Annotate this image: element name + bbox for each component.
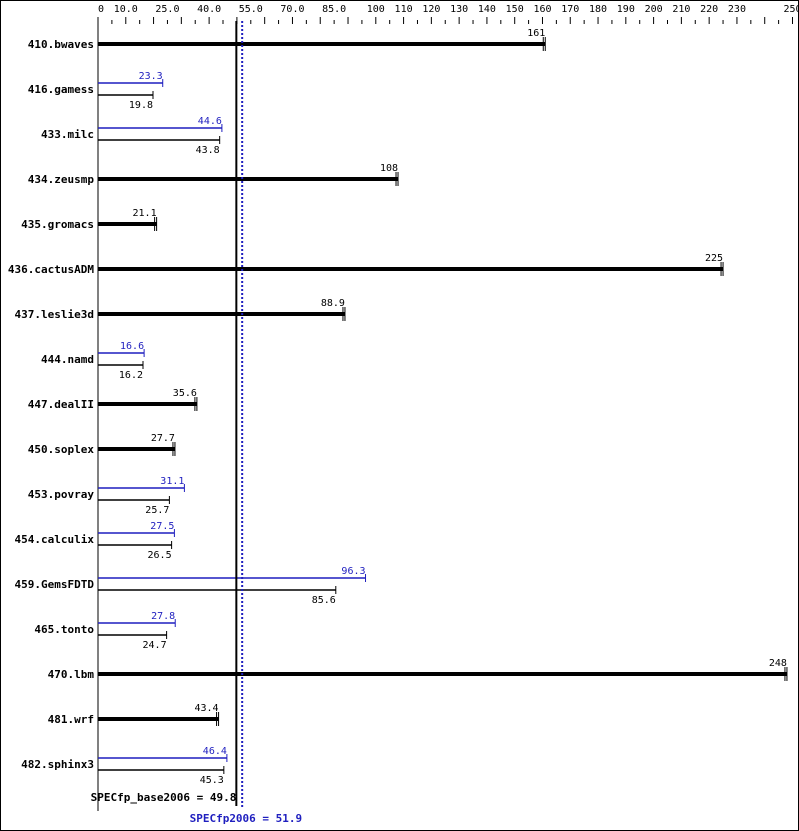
base-value-label: 16.2 <box>119 370 143 381</box>
base-value-label: 108 <box>380 163 398 174</box>
tick-label: 85.0 <box>322 4 346 15</box>
benchmark-label: 481.wrf <box>48 713 94 726</box>
tick-label: 55.0 <box>239 4 263 15</box>
tick-label: 40.0 <box>197 4 221 15</box>
base-value-label: 35.6 <box>173 388 197 399</box>
peak-value-label: 96.3 <box>341 566 365 577</box>
tick-label: 190 <box>617 4 635 15</box>
base-value-label: 85.6 <box>312 595 336 606</box>
tick-label: 230 <box>728 4 746 15</box>
tick-label: 150 <box>506 4 524 15</box>
tick-label: 120 <box>422 4 440 15</box>
tick-label: 130 <box>450 4 468 15</box>
tick-label: 250 <box>783 4 798 15</box>
tick-label: 220 <box>700 4 718 15</box>
base-value-label: 26.5 <box>148 550 172 561</box>
tick-label: 200 <box>645 4 663 15</box>
benchmark-label: 465.tonto <box>34 623 94 636</box>
tick-label: 210 <box>672 4 690 15</box>
peak-reference-label: SPECfp2006 = 51.9 <box>190 812 303 825</box>
benchmark-label: 436.cactusADM <box>8 263 94 276</box>
tick-label: 25.0 <box>155 4 179 15</box>
base-value-label: 27.7 <box>151 433 175 444</box>
benchmark-label: 450.soplex <box>28 443 95 456</box>
base-value-label: 45.3 <box>200 775 224 786</box>
benchmark-label: 437.leslie3d <box>15 308 94 321</box>
benchmark-label: 453.povray <box>28 488 95 501</box>
base-value-label: 248 <box>769 658 787 669</box>
peak-value-label: 27.5 <box>150 521 174 532</box>
benchmark-label: 433.milc <box>41 128 94 141</box>
benchmark-label: 470.lbm <box>48 668 95 681</box>
tick-label: 100 <box>367 4 385 15</box>
tick-label: 140 <box>478 4 496 15</box>
benchmark-label: 434.zeusmp <box>28 173 95 186</box>
benchmark-label: 447.dealII <box>28 398 94 411</box>
tick-label: 170 <box>561 4 579 15</box>
base-value-label: 24.7 <box>143 640 167 651</box>
base-reference-label: SPECfp_base2006 = 49.8 <box>91 791 237 804</box>
benchmark-label: 444.namd <box>41 353 94 366</box>
peak-value-label: 46.4 <box>203 746 227 757</box>
base-value-label: 43.8 <box>196 145 220 156</box>
benchmark-label: 410.bwaves <box>28 38 94 51</box>
benchmark-label: 416.gamess <box>28 83 94 96</box>
tick-label: 160 <box>533 4 551 15</box>
benchmark-label: 459.GemsFDTD <box>15 578 95 591</box>
base-value-label: 225 <box>705 253 723 264</box>
tick-label: 180 <box>589 4 607 15</box>
tick-label: 0 <box>98 4 104 15</box>
peak-value-label: 31.1 <box>160 476 184 487</box>
benchmark-label: 482.sphinx3 <box>21 758 94 771</box>
tick-label: 10.0 <box>114 4 138 15</box>
peak-value-label: 16.6 <box>120 341 144 352</box>
tick-label: 110 <box>395 4 413 15</box>
base-value-label: 43.4 <box>194 703 218 714</box>
peak-value-label: 44.6 <box>198 116 222 127</box>
tick-label: 70.0 <box>280 4 304 15</box>
base-value-label: 21.1 <box>133 208 157 219</box>
benchmark-label: 454.calculix <box>15 533 95 546</box>
base-value-label: 161 <box>527 28 545 39</box>
base-value-label: 88.9 <box>321 298 345 309</box>
peak-value-label: 27.8 <box>151 611 175 622</box>
benchmark-label: 435.gromacs <box>21 218 94 231</box>
base-value-label: 19.8 <box>129 100 153 111</box>
peak-value-label: 23.3 <box>139 71 163 82</box>
base-value-label: 25.7 <box>145 505 169 516</box>
